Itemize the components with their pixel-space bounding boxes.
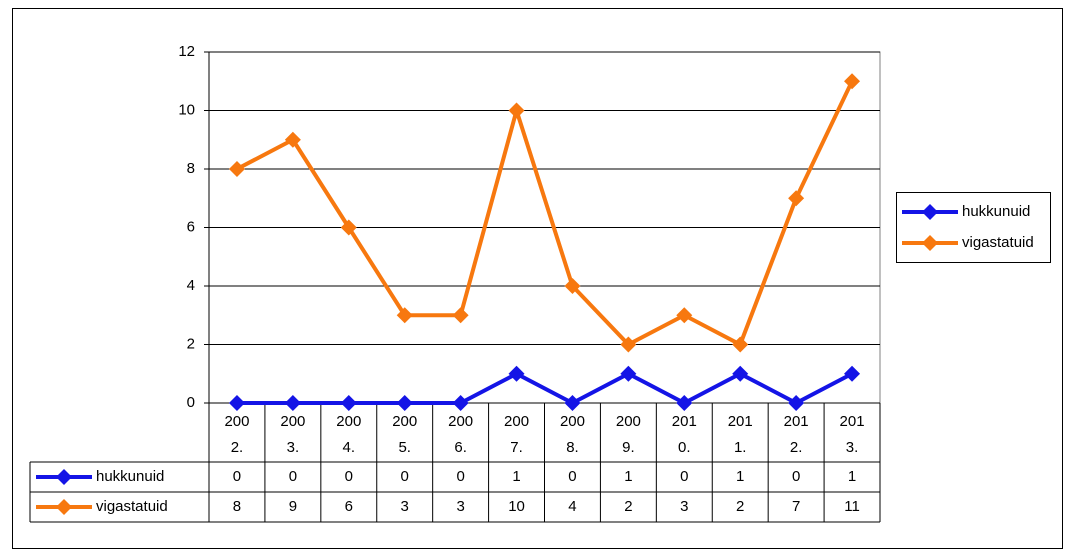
x-tick-label: 2006.	[448, 413, 474, 456]
legend-box	[896, 192, 1051, 263]
marker	[844, 73, 861, 90]
table-value: 4	[568, 498, 576, 515]
table-series-name: vigastatuid	[96, 498, 168, 515]
table-value: 11	[844, 498, 860, 515]
x-tick-label: 2007.	[504, 413, 530, 456]
table-key-marker	[56, 499, 72, 515]
table-value: 0	[401, 468, 409, 485]
marker	[340, 395, 357, 411]
marker	[564, 395, 581, 411]
marker	[340, 219, 357, 236]
table-value: 0	[792, 468, 800, 485]
series-line	[236, 371, 853, 406]
table-value: 2	[624, 498, 632, 515]
marker	[452, 395, 469, 411]
marker	[452, 307, 469, 324]
table-value: 0	[289, 468, 297, 485]
table-value: 0	[680, 468, 688, 485]
legend-marker	[922, 235, 938, 251]
x-tick-label: 2011.	[727, 413, 753, 456]
x-tick-label: 2009.	[615, 413, 641, 456]
y-tick-label: 8	[187, 160, 195, 177]
table-value: 1	[736, 468, 744, 485]
marker	[396, 307, 413, 324]
marker	[620, 336, 637, 353]
marker	[788, 395, 805, 411]
x-tick-label: 2004.	[336, 413, 362, 456]
marker	[284, 395, 301, 411]
table-value: 8	[233, 498, 241, 515]
x-tick-label: 2003.	[280, 413, 306, 456]
legend-label: hukkunuid	[962, 203, 1030, 220]
table-value: 0	[233, 468, 241, 485]
table-series-name: hukkunuid	[96, 468, 164, 485]
y-tick-label: 0	[187, 394, 195, 411]
y-tick-label: 10	[178, 101, 195, 118]
table-value: 0	[456, 468, 464, 485]
table-value: 2	[736, 498, 744, 515]
table-value: 9	[289, 498, 297, 515]
y-tick-label: 6	[187, 218, 195, 235]
marker	[228, 161, 245, 177]
table-key-marker	[56, 469, 72, 485]
legend-marker	[922, 204, 938, 220]
y-tick-label: 12	[178, 43, 195, 60]
x-tick-label: 2002.	[224, 413, 250, 456]
series-line	[236, 80, 854, 348]
table-value: 6	[345, 498, 353, 515]
marker	[620, 365, 637, 382]
marker	[564, 278, 581, 294]
marker	[228, 395, 245, 411]
x-tick-label: 2012.	[783, 413, 809, 456]
marker	[284, 131, 301, 148]
marker	[844, 365, 861, 382]
marker	[508, 365, 525, 382]
x-tick-label: 2013.	[839, 413, 865, 456]
marker	[788, 190, 805, 207]
table-value: 10	[508, 498, 525, 515]
table-value: 0	[345, 468, 353, 485]
marker	[732, 336, 749, 353]
table-value: 0	[568, 468, 576, 485]
table-value: 1	[512, 468, 520, 485]
table-value: 3	[680, 498, 688, 515]
table-value: 1	[848, 468, 856, 485]
table-value: 3	[401, 498, 409, 515]
x-tick-label: 2005.	[392, 413, 418, 456]
x-tick-label: 2010.	[671, 413, 697, 456]
marker	[508, 102, 525, 119]
marker	[676, 307, 693, 324]
table-value: 1	[624, 468, 632, 485]
legend-label: vigastatuid	[962, 234, 1034, 251]
table-value: 3	[456, 498, 464, 515]
marker	[732, 365, 749, 382]
table-value: 7	[792, 498, 800, 515]
marker	[676, 395, 693, 411]
y-tick-label: 2	[187, 335, 195, 352]
y-tick-label: 4	[187, 277, 195, 294]
marker	[396, 395, 413, 411]
x-tick-label: 2008.	[559, 413, 585, 456]
